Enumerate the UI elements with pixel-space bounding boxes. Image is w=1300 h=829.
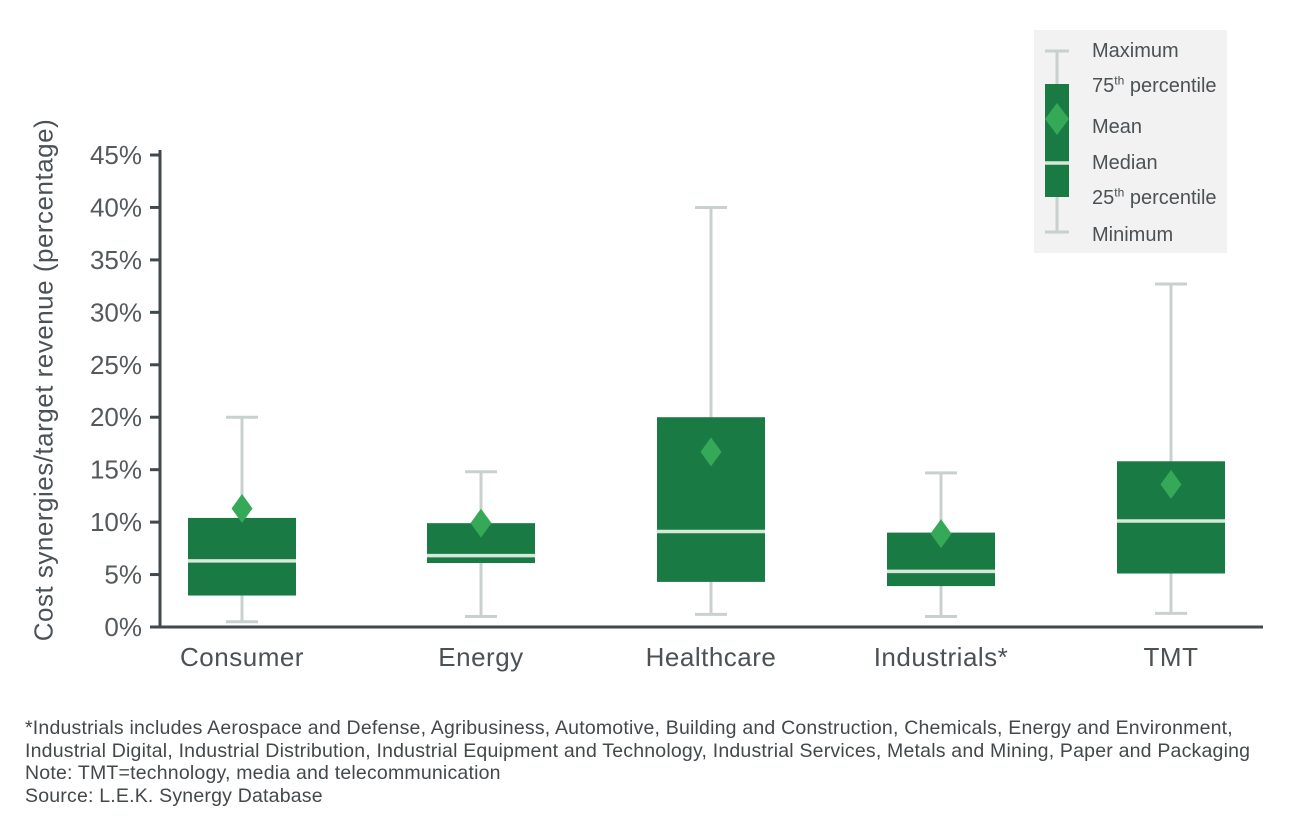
y-tick-label: 35%	[90, 245, 142, 275]
legend-label: percentile	[1124, 187, 1217, 209]
legend-item-75th-percentile: 75th percentile	[1092, 73, 1217, 97]
legend-mean-diamond-icon	[1045, 103, 1069, 135]
legend-item-25th-percentile: 25th percentile	[1092, 185, 1217, 209]
mean-diamond-icon	[700, 437, 722, 467]
legend-label: Minimum	[1092, 224, 1174, 246]
y-tick-label: 40%	[90, 192, 142, 222]
category-label-tmt: TMT	[1144, 642, 1199, 672]
category-label-industrials: Industrials*	[874, 642, 1009, 672]
footnotes: *Industrials includes Aerospace and Defe…	[25, 717, 1275, 807]
mean-diamond-icon	[470, 508, 492, 538]
legend-label: Maximum	[1092, 40, 1179, 62]
legend-label: Mean	[1092, 116, 1143, 138]
legend-boxplot-glyph-icon	[1045, 49, 1069, 234]
y-tick-label: 20%	[90, 402, 142, 432]
axes	[158, 150, 1263, 629]
footnote-industrials-line-2: Industrial Digital, Industrial Distribut…	[25, 739, 1251, 762]
y-tick-label: 25%	[90, 350, 142, 380]
y-tick-label: 10%	[90, 507, 142, 537]
y-tick-label: 45%	[90, 140, 142, 170]
footnote-industrials-line-1: *Industrials includes Aerospace and Defe…	[25, 717, 1233, 739]
legend-item-median: Median	[1092, 153, 1158, 173]
footnote-source: Source: L.E.K. Synergy Database	[25, 784, 323, 807]
chart-legend: Maximum 75th percentile Mean Median 25th…	[1034, 30, 1227, 253]
legend-label: percentile	[1124, 75, 1217, 97]
iqr-box	[188, 517, 296, 596]
mean-diamond-icon	[231, 493, 253, 523]
legend-label: Median	[1092, 152, 1158, 174]
box-group-consumer: Consumer	[180, 415, 304, 672]
legend-label-num: 25	[1092, 187, 1115, 209]
legend-label-sup: th	[1114, 73, 1125, 88]
category-label-healthcare: Healthcare	[646, 642, 777, 672]
box-group-energy: Energy	[427, 470, 535, 672]
category-label-consumer: Consumer	[180, 642, 304, 672]
legend-label-sup: th	[1114, 185, 1125, 200]
mean-diamond-icon	[930, 519, 952, 549]
y-tick-label: 30%	[90, 297, 142, 327]
box-group-industrials: Industrials*	[874, 471, 1009, 672]
legend-item-maximum: Maximum	[1092, 41, 1179, 61]
box-group-tmt: TMT	[1117, 282, 1225, 672]
category-label-energy: Energy	[438, 642, 523, 672]
mean-diamond-icon	[1160, 469, 1182, 499]
legend-item-mean: Mean	[1092, 117, 1142, 137]
legend-item-minimum: Minimum	[1092, 225, 1173, 245]
y-tick-label: 15%	[90, 455, 142, 485]
legend-iqr-box	[1045, 84, 1069, 197]
box-group-healthcare: Healthcare	[646, 205, 777, 672]
y-tick-label: 0%	[104, 612, 142, 642]
y-axis: 0% 5% 10% 15% 20% 25% 30% 35% 40% 45%	[90, 140, 160, 642]
boxplot-chart: 0% 5% 10% 15% 20% 25% 30% 35% 40% 45% Consumer Ener…	[90, 140, 1263, 672]
y-tick-label: 5%	[104, 560, 142, 590]
footnote-tmt-note: Note: TMT=technology, media and telecomm…	[25, 762, 501, 785]
legend-label-num: 75	[1092, 75, 1115, 97]
